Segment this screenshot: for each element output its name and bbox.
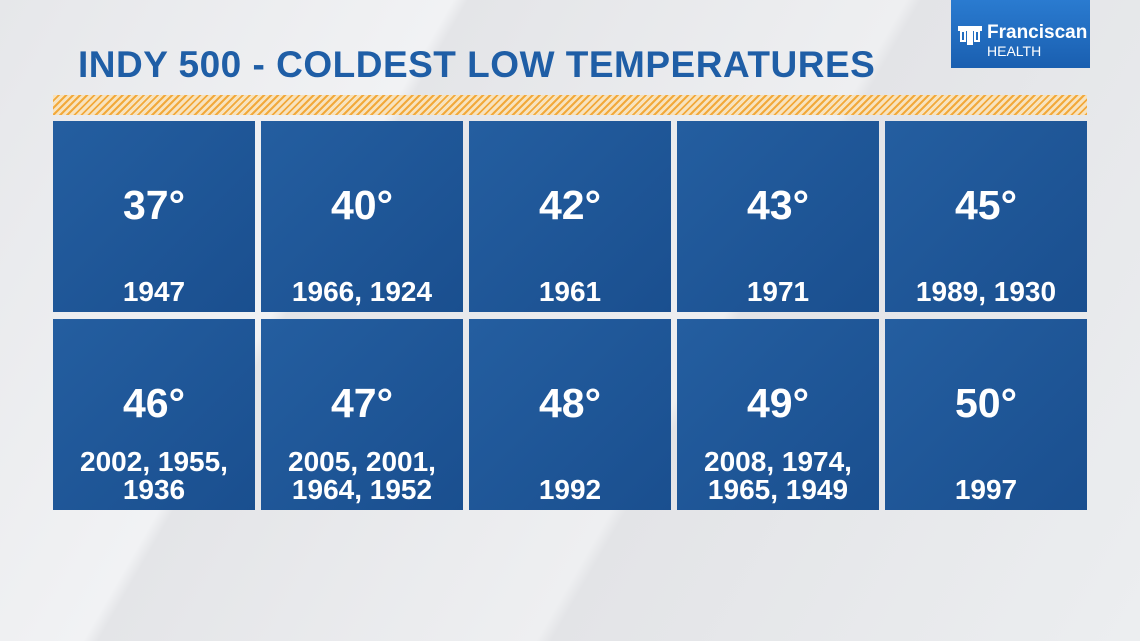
record-tile: 49° 2008, 1974, 1965, 1949 bbox=[677, 319, 879, 510]
record-tile: 45° 1989, 1930 bbox=[885, 121, 1087, 312]
temperature: 47° bbox=[330, 380, 393, 426]
temperature: 37° bbox=[122, 182, 185, 228]
record-tile: 50° 1997 bbox=[885, 319, 1087, 510]
title: INDY 500 - COLDEST LOW TEMPERATURES bbox=[78, 44, 876, 85]
temperature: 43° bbox=[746, 182, 809, 228]
temperature: 50° bbox=[954, 380, 1017, 426]
temperature: 40° bbox=[330, 182, 393, 228]
tile-grid: 37° 1947 40° 1966, 1924 42° 1961 43° 1971 45° 198… bbox=[53, 121, 1087, 510]
temperature: 42° bbox=[538, 182, 601, 228]
temperature: 49° bbox=[746, 380, 809, 426]
record-tile: 42° 1961 bbox=[469, 121, 671, 312]
logo: Franciscan HEALTH bbox=[951, 0, 1090, 68]
record-tile: 37° 1947 bbox=[53, 121, 255, 312]
temperature: 45° bbox=[954, 182, 1017, 228]
years: 2005, 2001, 1964, 1952 bbox=[288, 446, 436, 505]
logo-icon bbox=[958, 26, 982, 45]
divider-stripe bbox=[53, 95, 1087, 115]
years: 2008, 1974, 1965, 1949 bbox=[704, 446, 852, 505]
record-tile: 47° 2005, 2001, 1964, 1952 bbox=[261, 319, 463, 510]
years: 1947 bbox=[122, 276, 186, 307]
years: 1961 bbox=[538, 276, 602, 307]
record-tile: 43° 1971 bbox=[677, 121, 879, 312]
years: 1997 bbox=[954, 474, 1018, 505]
logo-name: Franciscan bbox=[987, 22, 1088, 43]
record-tile: 48° 1992 bbox=[469, 319, 671, 510]
years: 1992 bbox=[538, 474, 602, 505]
temperature: 48° bbox=[538, 380, 601, 426]
logo-subtitle: HEALTH bbox=[987, 43, 1042, 59]
years: 2002, 1955, 1936 bbox=[80, 446, 228, 505]
temperature: 46° bbox=[122, 380, 185, 426]
record-tile: 40° 1966, 1924 bbox=[261, 121, 463, 312]
years: 1971 bbox=[746, 276, 810, 307]
record-tile: 46° 2002, 1955, 1936 bbox=[53, 319, 255, 510]
years: 1989, 1930 bbox=[915, 276, 1057, 307]
years: 1966, 1924 bbox=[291, 276, 433, 307]
